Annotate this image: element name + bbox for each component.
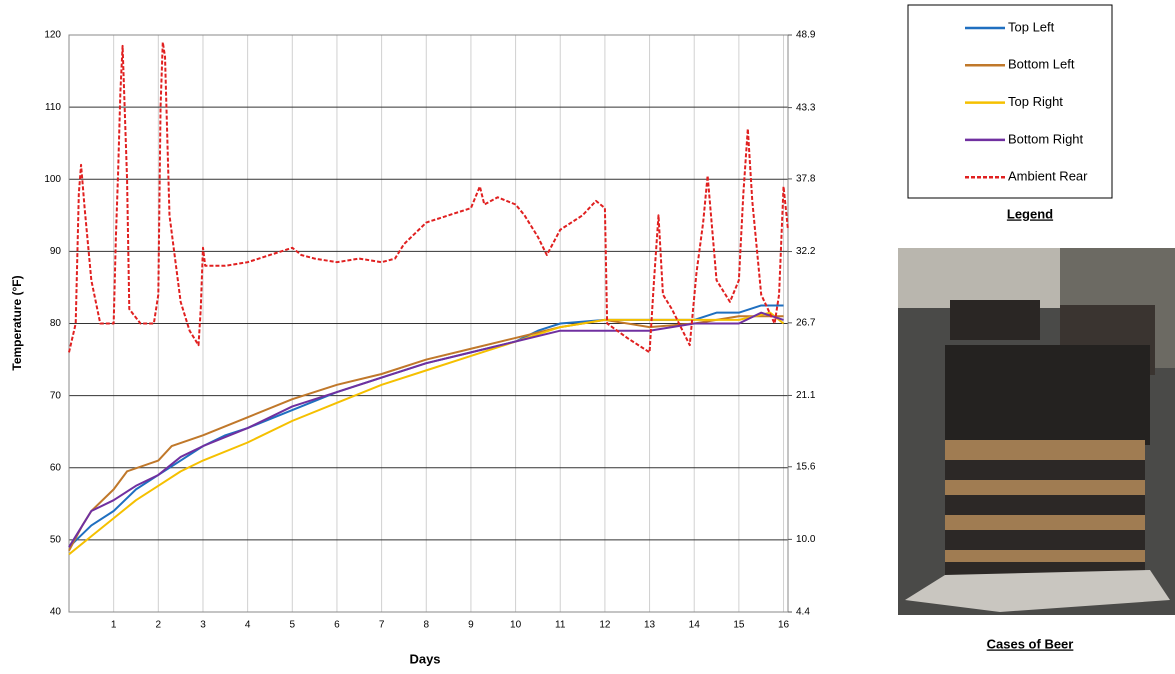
y2-tick-label: 4.4: [796, 607, 810, 618]
series-line: [68, 311, 785, 556]
legend-title: Legend: [1007, 206, 1053, 221]
x-tick-label: 6: [334, 620, 340, 631]
legend-label: Top Left: [1008, 19, 1055, 34]
y-tick-label: 40: [50, 607, 62, 618]
x-tick-label: 10: [510, 620, 522, 631]
x-tick-label: 9: [468, 620, 474, 631]
x-tick-label: 16: [778, 620, 790, 631]
y-tick-label: 100: [44, 174, 61, 185]
photo: [898, 248, 1175, 615]
y-tick-label: 110: [45, 102, 61, 113]
legend-label: Ambient Rear: [1008, 169, 1088, 184]
x-tick-label: 2: [156, 620, 162, 631]
x-tick-label: 5: [290, 620, 296, 631]
legend-label: Top Right: [1008, 94, 1063, 109]
y2-tick-label: 43.3: [796, 102, 816, 113]
plot-frame: [68, 34, 789, 613]
x-tick-label: 7: [379, 620, 385, 631]
x-tick-label: 13: [644, 620, 656, 631]
y-tick-label: 90: [50, 246, 62, 257]
y2-tick-label: 32.2: [796, 246, 816, 257]
y-tick-label: 70: [50, 390, 62, 401]
legend-box: [907, 4, 1113, 199]
x-tick-label: 15: [733, 620, 745, 631]
x-tick-label: 4: [245, 620, 251, 631]
y2-tick-label: 15.6: [796, 461, 816, 472]
x-tick-label: 1: [111, 620, 117, 631]
y2-tick-label: 21.1: [796, 390, 816, 401]
series-line: [68, 315, 784, 552]
y-tick-label: 120: [44, 30, 61, 41]
y2-tick-label: 37.8: [796, 174, 816, 185]
y2-tick-label: 10.0: [796, 534, 816, 545]
x-tick-label: 8: [423, 620, 429, 631]
photo-caption: Cases of Beer: [987, 636, 1074, 651]
x-tick-label: 12: [599, 620, 611, 631]
series-line: [68, 311, 784, 548]
x-tick-label: 3: [200, 620, 206, 631]
x-tick-label: 11: [555, 620, 566, 631]
y-tick-label: 80: [50, 318, 62, 329]
series-line: [68, 41, 789, 354]
legend-label: Bottom Right: [1008, 131, 1084, 146]
y-axis-label: Temperature (°F): [10, 275, 24, 370]
x-tick-label: 14: [689, 620, 701, 631]
y2-tick-label: 26.7: [796, 317, 816, 328]
y-tick-label: 50: [50, 535, 62, 546]
y2-tick-label: 48.9: [796, 30, 816, 41]
legend-label: Bottom Left: [1008, 57, 1075, 72]
x-axis-label: Days: [409, 651, 440, 666]
y-tick-label: 60: [50, 462, 62, 473]
